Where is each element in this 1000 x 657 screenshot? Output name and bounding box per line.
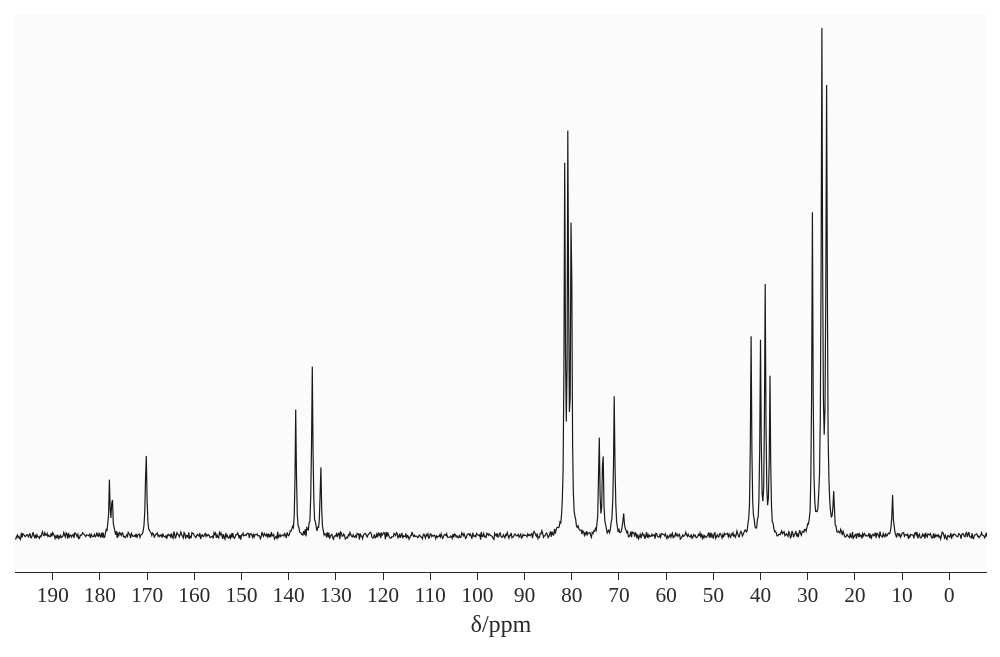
x-tick (477, 572, 478, 580)
x-tick (666, 572, 667, 580)
x-tick (383, 572, 384, 580)
x-tick-label: 100 (452, 583, 502, 608)
x-tick (194, 572, 195, 580)
x-tick (854, 572, 855, 580)
x-tick (99, 572, 100, 580)
x-tick-label: 40 (736, 583, 786, 608)
x-tick (760, 572, 761, 580)
x-tick-label: 50 (688, 583, 738, 608)
x-tick-label: 120 (358, 583, 408, 608)
x-tick-label: 10 (877, 583, 927, 608)
x-tick-label: 170 (122, 583, 172, 608)
x-tick (949, 572, 950, 580)
nmr-spectrum (15, 14, 987, 569)
x-tick-label: 140 (264, 583, 314, 608)
x-tick-label: 60 (641, 583, 691, 608)
x-tick (524, 572, 525, 580)
x-tick-label: 80 (547, 583, 597, 608)
x-tick-label: 110 (405, 583, 455, 608)
x-tick-label: 130 (311, 583, 361, 608)
x-tick (571, 572, 572, 580)
x-tick (807, 572, 808, 580)
x-tick-label: 90 (500, 583, 550, 608)
x-tick (902, 572, 903, 580)
x-tick-label: 30 (783, 583, 833, 608)
x-tick-label: 150 (216, 583, 266, 608)
x-tick (430, 572, 431, 580)
x-tick-label: 70 (594, 583, 644, 608)
x-tick (241, 572, 242, 580)
x-tick-label: 190 (28, 583, 78, 608)
x-tick (288, 572, 289, 580)
x-tick (713, 572, 714, 580)
figure: 1901801701601501401301201101009080706050… (0, 0, 1000, 657)
x-tick (147, 572, 148, 580)
x-tick (335, 572, 336, 580)
x-tick (52, 572, 53, 580)
x-axis-line (15, 572, 987, 573)
x-tick-label: 20 (830, 583, 880, 608)
x-tick-label: 0 (924, 583, 974, 608)
x-tick (618, 572, 619, 580)
x-tick-label: 180 (75, 583, 125, 608)
x-axis-label: δ/ppm (15, 612, 987, 639)
x-tick-label: 160 (169, 583, 219, 608)
